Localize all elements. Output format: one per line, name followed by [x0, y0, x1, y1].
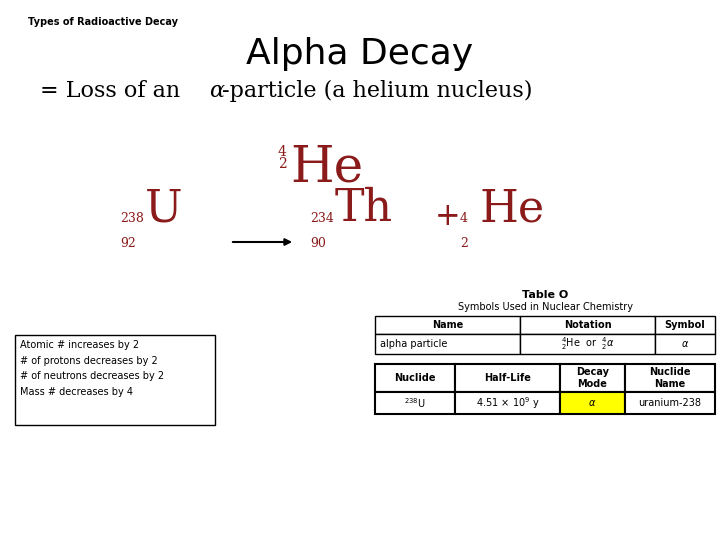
Bar: [560, 364, 625, 392]
Text: 92: 92: [120, 237, 136, 250]
Bar: [655, 334, 715, 354]
Text: Th: Th: [335, 187, 393, 230]
Text: alpha particle: alpha particle: [380, 339, 447, 349]
Bar: [15, 335, 215, 425]
Text: Notation: Notation: [564, 320, 611, 330]
Text: $^4_2$He  or  $^4_2\alpha$: $^4_2$He or $^4_2\alpha$: [561, 335, 614, 353]
Text: $\alpha$: $\alpha$: [588, 398, 597, 408]
Text: Symbols Used in Nuclear Chemistry: Symbols Used in Nuclear Chemistry: [457, 302, 632, 312]
Text: = Loss of an: = Loss of an: [40, 80, 187, 102]
Bar: [375, 392, 455, 414]
Text: -particle (a helium nucleus): -particle (a helium nucleus): [222, 80, 533, 102]
Bar: [375, 334, 520, 354]
Text: 4: 4: [278, 145, 287, 159]
Text: Nuclide: Nuclide: [395, 373, 436, 383]
Text: He: He: [290, 143, 364, 192]
Text: Decay
Mode: Decay Mode: [576, 367, 609, 389]
Text: 238: 238: [120, 212, 144, 225]
Bar: [455, 392, 560, 414]
Text: α: α: [209, 80, 224, 102]
Text: $^{238}$U: $^{238}$U: [404, 396, 426, 410]
Text: Half-Life: Half-Life: [484, 373, 531, 383]
Text: Name: Name: [432, 320, 463, 330]
Text: Symbol: Symbol: [665, 320, 706, 330]
Bar: [520, 334, 655, 354]
Bar: [655, 316, 715, 334]
Text: Nuclide
Name: Nuclide Name: [649, 367, 690, 389]
Text: uranium-238: uranium-238: [639, 398, 701, 408]
Text: 2: 2: [278, 157, 287, 171]
Bar: [455, 364, 560, 392]
Text: +: +: [435, 201, 461, 232]
Bar: [520, 316, 655, 334]
Text: 234: 234: [310, 212, 334, 225]
Bar: [625, 364, 715, 392]
Text: 4: 4: [460, 212, 468, 225]
Bar: [375, 316, 520, 334]
Bar: [625, 392, 715, 414]
Text: 4.51 $\times$ 10$^9$ y: 4.51 $\times$ 10$^9$ y: [476, 395, 539, 411]
Bar: [375, 364, 455, 392]
Text: U: U: [145, 187, 183, 230]
Text: $\alpha$: $\alpha$: [681, 339, 689, 349]
Text: 2: 2: [460, 237, 468, 250]
Text: Alpha Decay: Alpha Decay: [246, 37, 474, 71]
Text: Types of Radioactive Decay: Types of Radioactive Decay: [28, 17, 178, 27]
Text: Table O: Table O: [522, 290, 568, 300]
Text: Atomic # increases by 2
# of protons decreases by 2
# of neutrons decreases by 2: Atomic # increases by 2 # of protons dec…: [20, 340, 164, 397]
Bar: [560, 392, 625, 414]
Text: He: He: [480, 187, 545, 230]
Text: 90: 90: [310, 237, 326, 250]
